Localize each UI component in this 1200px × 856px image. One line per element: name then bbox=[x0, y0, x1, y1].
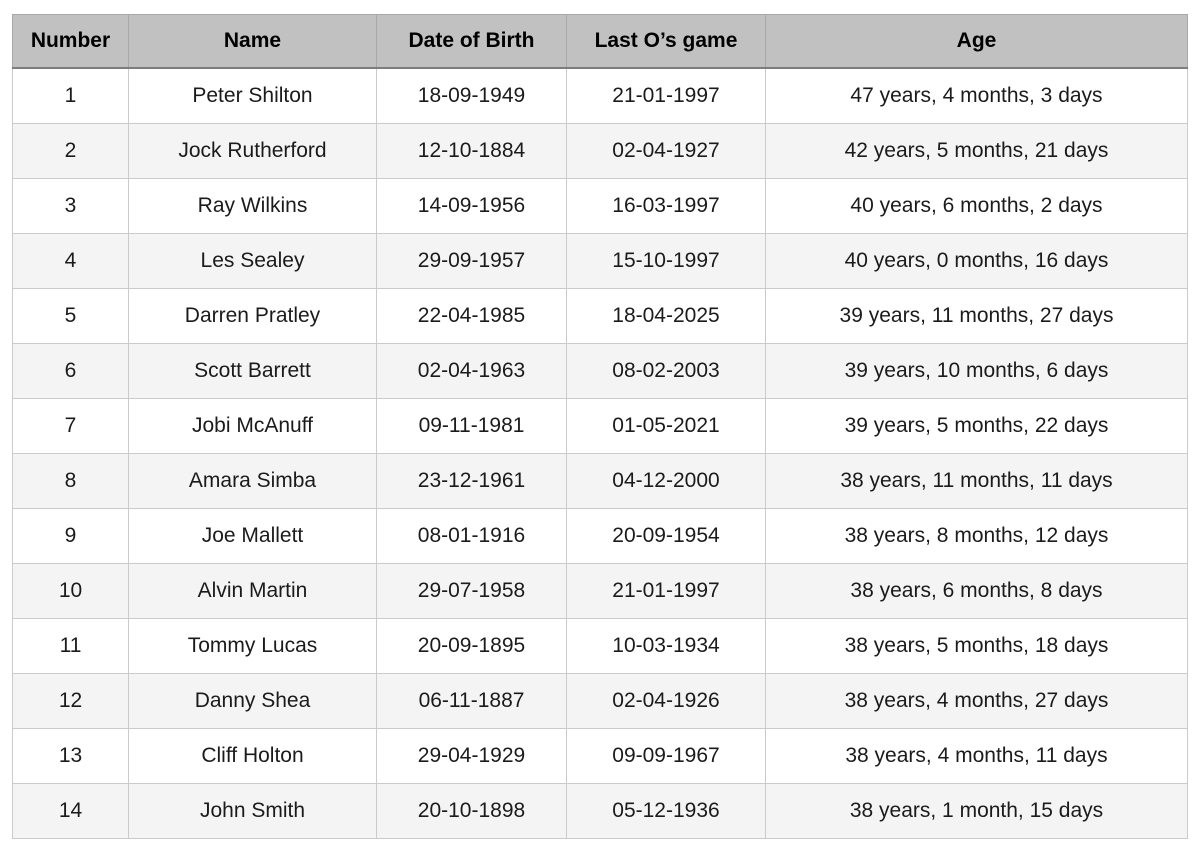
cell-number: 12 bbox=[12, 673, 129, 729]
cell-dob: 08-01-1916 bbox=[376, 508, 567, 564]
cell-name: Joe Mallett bbox=[128, 508, 377, 564]
cell-number: 7 bbox=[12, 398, 129, 454]
cell-number: 6 bbox=[12, 343, 129, 399]
cell-last-game: 15-10-1997 bbox=[566, 233, 766, 289]
cell-number: 14 bbox=[12, 783, 129, 839]
cell-age: 39 years, 11 months, 27 days bbox=[765, 288, 1188, 344]
cell-name: Darren Pratley bbox=[128, 288, 377, 344]
cell-age: 38 years, 4 months, 27 days bbox=[765, 673, 1188, 729]
players-age-table: Number Name Date of Birth Last O’s game … bbox=[12, 14, 1188, 839]
cell-dob: 22-04-1985 bbox=[376, 288, 567, 344]
table-row: 5 Darren Pratley 22-04-1985 18-04-2025 39 ye… bbox=[12, 288, 1188, 344]
cell-name: Peter Shilton bbox=[128, 67, 377, 124]
cell-name: Ray Wilkins bbox=[128, 178, 377, 234]
cell-dob: 20-09-1895 bbox=[376, 618, 567, 674]
cell-last-game: 09-09-1967 bbox=[566, 728, 766, 784]
table-row: 3 Ray Wilkins 14-09-1956 16-03-1997 40 years… bbox=[12, 178, 1188, 234]
cell-name: Les Sealey bbox=[128, 233, 377, 289]
cell-age: 40 years, 6 months, 2 days bbox=[765, 178, 1188, 234]
cell-name: Scott Barrett bbox=[128, 343, 377, 399]
cell-name: Amara Simba bbox=[128, 453, 377, 509]
table-row: 1 Peter Shilton 18-09-1949 21-01-1997 47 yea… bbox=[12, 67, 1188, 124]
table-row: 9 Joe Mallett 08-01-1916 20-09-1954 38 years… bbox=[12, 508, 1188, 564]
cell-dob: 09-11-1981 bbox=[376, 398, 567, 454]
cell-age: 42 years, 5 months, 21 days bbox=[765, 123, 1188, 179]
table-header-row: Number Name Date of Birth Last O’s game … bbox=[12, 14, 1188, 69]
table-row: 7 Jobi McAnuff 09-11-1981 01-05-2021 39 year… bbox=[12, 398, 1188, 454]
cell-last-game: 04-12-2000 bbox=[566, 453, 766, 509]
cell-dob: 06-11-1887 bbox=[376, 673, 567, 729]
table-row: 13 Cliff Holton 29-04-1929 09-09-1967 38 yea… bbox=[12, 728, 1188, 784]
cell-number: 2 bbox=[12, 123, 129, 179]
cell-dob: 18-09-1949 bbox=[376, 67, 567, 124]
table-row: 10 Alvin Martin 29-07-1958 21-01-1997 38 yea… bbox=[12, 563, 1188, 619]
cell-name: Cliff Holton bbox=[128, 728, 377, 784]
cell-last-game: 21-01-1997 bbox=[566, 67, 766, 124]
cell-last-game: 21-01-1997 bbox=[566, 563, 766, 619]
table-row: 6 Scott Barrett 02-04-1963 08-02-2003 39 yea… bbox=[12, 343, 1188, 399]
cell-age: 38 years, 1 month, 15 days bbox=[765, 783, 1188, 839]
table-row: 14 John Smith 20-10-1898 05-12-1936 38 years… bbox=[12, 783, 1188, 839]
cell-number: 3 bbox=[12, 178, 129, 234]
table-row: 12 Danny Shea 06-11-1887 02-04-1926 38 years… bbox=[12, 673, 1188, 729]
cell-last-game: 01-05-2021 bbox=[566, 398, 766, 454]
table-row: 4 Les Sealey 29-09-1957 15-10-1997 40 years,… bbox=[12, 233, 1188, 289]
table-header: Number Name Date of Birth Last O’s game … bbox=[12, 14, 1188, 69]
cell-dob: 14-09-1956 bbox=[376, 178, 567, 234]
cell-last-game: 20-09-1954 bbox=[566, 508, 766, 564]
cell-name: Jock Rutherford bbox=[128, 123, 377, 179]
cell-dob: 12-10-1884 bbox=[376, 123, 567, 179]
column-header-dob: Date of Birth bbox=[376, 14, 567, 69]
cell-number: 13 bbox=[12, 728, 129, 784]
cell-name: Tommy Lucas bbox=[128, 618, 377, 674]
cell-number: 10 bbox=[12, 563, 129, 619]
cell-dob: 23-12-1961 bbox=[376, 453, 567, 509]
table-row: 11 Tommy Lucas 20-09-1895 10-03-1934 38 year… bbox=[12, 618, 1188, 674]
cell-number: 8 bbox=[12, 453, 129, 509]
cell-dob: 29-09-1957 bbox=[376, 233, 567, 289]
cell-number: 11 bbox=[12, 618, 129, 674]
cell-name: Alvin Martin bbox=[128, 563, 377, 619]
cell-number: 4 bbox=[12, 233, 129, 289]
cell-age: 47 years, 4 months, 3 days bbox=[765, 67, 1188, 124]
cell-age: 39 years, 5 months, 22 days bbox=[765, 398, 1188, 454]
cell-age: 39 years, 10 months, 6 days bbox=[765, 343, 1188, 399]
cell-name: Danny Shea bbox=[128, 673, 377, 729]
cell-dob: 20-10-1898 bbox=[376, 783, 567, 839]
cell-last-game: 18-04-2025 bbox=[566, 288, 766, 344]
cell-last-game: 02-04-1927 bbox=[566, 123, 766, 179]
cell-name: John Smith bbox=[128, 783, 377, 839]
cell-dob: 29-04-1929 bbox=[376, 728, 567, 784]
table-row: 8 Amara Simba 23-12-1961 04-12-2000 38 years… bbox=[12, 453, 1188, 509]
cell-last-game: 05-12-1936 bbox=[566, 783, 766, 839]
cell-dob: 02-04-1963 bbox=[376, 343, 567, 399]
table-body: 1 Peter Shilton 18-09-1949 21-01-1997 47 yea… bbox=[12, 67, 1188, 839]
cell-last-game: 16-03-1997 bbox=[566, 178, 766, 234]
column-header-age: Age bbox=[765, 14, 1188, 69]
cell-last-game: 10-03-1934 bbox=[566, 618, 766, 674]
cell-number: 5 bbox=[12, 288, 129, 344]
column-header-number: Number bbox=[12, 14, 129, 69]
cell-age: 38 years, 8 months, 12 days bbox=[765, 508, 1188, 564]
cell-last-game: 02-04-1926 bbox=[566, 673, 766, 729]
column-header-name: Name bbox=[128, 14, 377, 69]
cell-name: Jobi McAnuff bbox=[128, 398, 377, 454]
cell-age: 38 years, 4 months, 11 days bbox=[765, 728, 1188, 784]
cell-number: 1 bbox=[12, 67, 129, 124]
cell-age: 38 years, 5 months, 18 days bbox=[765, 618, 1188, 674]
table-row: 2 Jock Rutherford 12-10-1884 02-04-1927 42 y… bbox=[12, 123, 1188, 179]
column-header-last-game: Last O’s game bbox=[566, 14, 766, 69]
cell-number: 9 bbox=[12, 508, 129, 564]
cell-age: 40 years, 0 months, 16 days bbox=[765, 233, 1188, 289]
cell-last-game: 08-02-2003 bbox=[566, 343, 766, 399]
cell-age: 38 years, 6 months, 8 days bbox=[765, 563, 1188, 619]
cell-age: 38 years, 11 months, 11 days bbox=[765, 453, 1188, 509]
cell-dob: 29-07-1958 bbox=[376, 563, 567, 619]
